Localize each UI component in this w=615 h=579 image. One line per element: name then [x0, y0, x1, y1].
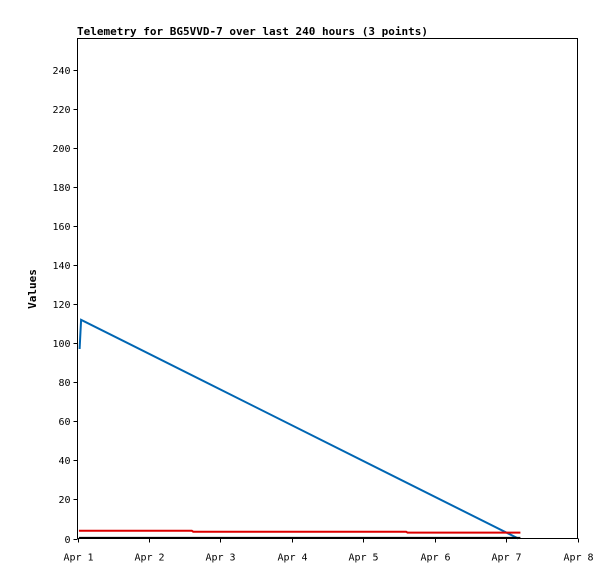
y-tick-label: 240: [52, 66, 70, 77]
x-axis-ticks: Apr 1 Apr 2 Apr 3 Apr 4 Apr 5 Apr 6 Apr 7 Apr 8: [63, 538, 594, 564]
x-tick-label: Apr 3: [205, 553, 235, 564]
y-tick-label: 140: [52, 261, 70, 272]
x-tick-label: Apr 6: [420, 553, 450, 564]
y-axis-ticks: 0 20 40 60 80 100 120 140 160 180 200 220 240: [52, 66, 78, 546]
y-tick-label: 220: [52, 105, 70, 116]
x-tick-label: Apr 2: [134, 553, 164, 564]
y-tick-label: 100: [52, 339, 70, 350]
y-tick-label: 160: [52, 222, 70, 233]
series-line-2: [78, 529, 521, 534]
x-tick-label: Apr 4: [277, 553, 307, 564]
x-tick-label: Apr 5: [348, 553, 378, 564]
y-tick-label: 80: [58, 378, 70, 389]
series-line-1: [78, 318, 519, 540]
y-tick-label: 60: [58, 417, 70, 428]
y-tick-label: 180: [52, 183, 70, 194]
series-layer: [78, 318, 521, 540]
y-tick-label: 200: [52, 144, 70, 155]
plot-area-frame: [77, 38, 578, 539]
x-tick-label: Apr 7: [491, 553, 521, 564]
y-tick-label: 20: [58, 495, 70, 506]
x-tick-label: Apr 1: [63, 553, 93, 564]
y-tick-label: 120: [52, 300, 70, 311]
x-tick-label: Apr 8: [563, 553, 593, 564]
chart-title: Telemetry for BG5VVD-7 over last 240 hou…: [77, 25, 428, 38]
y-axis-label: Values: [26, 269, 39, 309]
y-tick-label: 40: [58, 456, 70, 467]
y-tick-label: 0: [64, 535, 70, 546]
